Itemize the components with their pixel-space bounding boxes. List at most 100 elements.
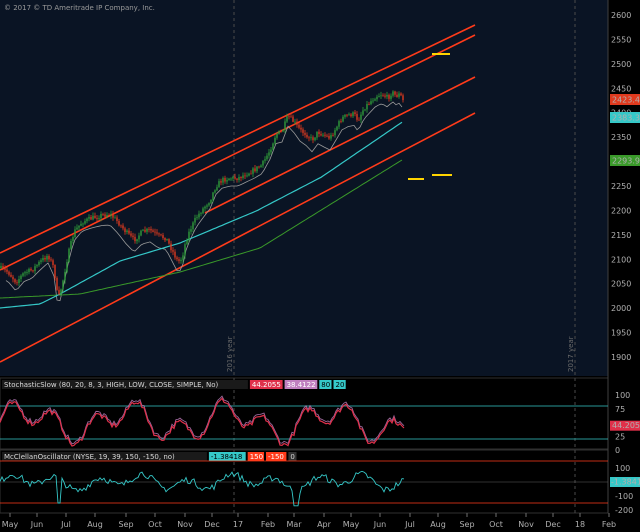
copyright-text: © 2017 © TD Ameritrade IP Company, Inc.: [4, 4, 155, 12]
price-tick-label: 2250: [611, 182, 631, 191]
candle: [116, 217, 118, 221]
price-candles: [0, 90, 404, 296]
candle: [106, 215, 108, 217]
candle: [292, 116, 294, 122]
price-tick-label: 2150: [611, 231, 631, 240]
regression-channel-line: [0, 24, 476, 254]
candle: [296, 121, 298, 125]
x-tick-label: Dec: [204, 520, 219, 529]
candle: [234, 176, 236, 179]
price-tick-label: 1900: [611, 353, 631, 362]
candle: [254, 168, 256, 172]
candle: [366, 104, 368, 110]
x-tick-label: Jun: [373, 520, 387, 529]
candle: [226, 180, 228, 182]
price-tick-label: 2500: [611, 60, 631, 69]
candle: [280, 131, 282, 132]
candle: [80, 223, 82, 226]
candle: [276, 133, 278, 138]
stochastic-panel-bg: [0, 377, 609, 450]
x-tick-label: 17: [233, 520, 243, 529]
price-tick-label: 1950: [611, 329, 631, 338]
x-tick-label: Dec: [545, 520, 560, 529]
mcclellan-legend-text: -150: [268, 453, 284, 461]
candle: [136, 239, 138, 242]
candle: [218, 181, 220, 188]
candle: [402, 95, 404, 101]
candle: [372, 100, 374, 102]
candle: [192, 222, 194, 230]
candle: [324, 134, 326, 136]
candle: [314, 137, 316, 141]
candle: [342, 116, 344, 122]
candle: [208, 203, 210, 206]
candle: [110, 214, 112, 216]
candle: [96, 218, 98, 219]
stochastic-tick-label: 100: [615, 391, 630, 400]
x-tick-label: Oct: [148, 520, 162, 529]
candle: [58, 289, 60, 295]
candle: [236, 178, 238, 180]
mcclellan-legend-chip: [288, 452, 297, 461]
stochastic-k-line: [0, 397, 405, 447]
candle: [200, 213, 202, 214]
candle: [352, 112, 354, 117]
candle: [220, 181, 222, 183]
mcclellan-badge: [610, 477, 640, 487]
candle: [240, 177, 242, 178]
stochastic-legend-text: StochasticSlow (80, 20, 8, 3, HIGH, LOW,…: [4, 381, 219, 389]
candle: [10, 274, 12, 277]
candle: [30, 268, 32, 271]
mcclellan-legend-text: 150: [250, 453, 263, 461]
candle: [142, 229, 144, 231]
candle: [164, 238, 166, 241]
candle: [338, 121, 340, 127]
stochastic-tick-label: 25: [615, 432, 625, 441]
candle: [122, 225, 124, 229]
price-badge: [610, 112, 640, 123]
stochastic-legend-text: 44.2055: [252, 381, 281, 389]
candle: [144, 229, 146, 232]
candle: [388, 94, 390, 99]
price-badge-label: 2423.41: [612, 96, 640, 105]
candle: [166, 239, 168, 241]
candle: [304, 132, 306, 135]
candle: [176, 257, 178, 260]
price-tick-label: 2100: [611, 255, 631, 264]
price-tick-label: 2200: [611, 206, 631, 215]
candle: [180, 259, 182, 261]
candle: [386, 94, 388, 97]
price-tick-label: 2050: [611, 280, 631, 289]
candle: [358, 119, 360, 121]
ma-gray-line: [5, 101, 403, 302]
candle: [356, 114, 358, 120]
candle: [24, 272, 26, 274]
candle: [202, 208, 204, 214]
candle: [2, 266, 4, 269]
candle: [94, 215, 96, 219]
candle: [128, 230, 130, 234]
candle: [238, 177, 240, 180]
stochastic-legend-chip: [333, 380, 346, 389]
stochastic-legend-text: 80: [321, 381, 330, 389]
candle: [18, 279, 20, 283]
candle: [224, 177, 226, 182]
candle: [384, 95, 386, 97]
candle: [124, 228, 126, 233]
candle: [222, 177, 224, 183]
x-tick-label: Mar: [286, 520, 302, 529]
candle: [170, 243, 172, 251]
candle: [22, 273, 24, 276]
candle: [172, 250, 174, 252]
candle: [316, 131, 318, 138]
candle: [258, 166, 260, 168]
ma-cyan-line: [0, 121, 403, 309]
candle: [290, 116, 292, 118]
candle: [374, 99, 376, 101]
candle: [168, 239, 170, 244]
stochastic-legend-chip: [319, 380, 332, 389]
mcclellan-legend-text: 0: [290, 453, 294, 461]
candle: [40, 260, 42, 262]
x-tick-label: May: [2, 520, 19, 529]
